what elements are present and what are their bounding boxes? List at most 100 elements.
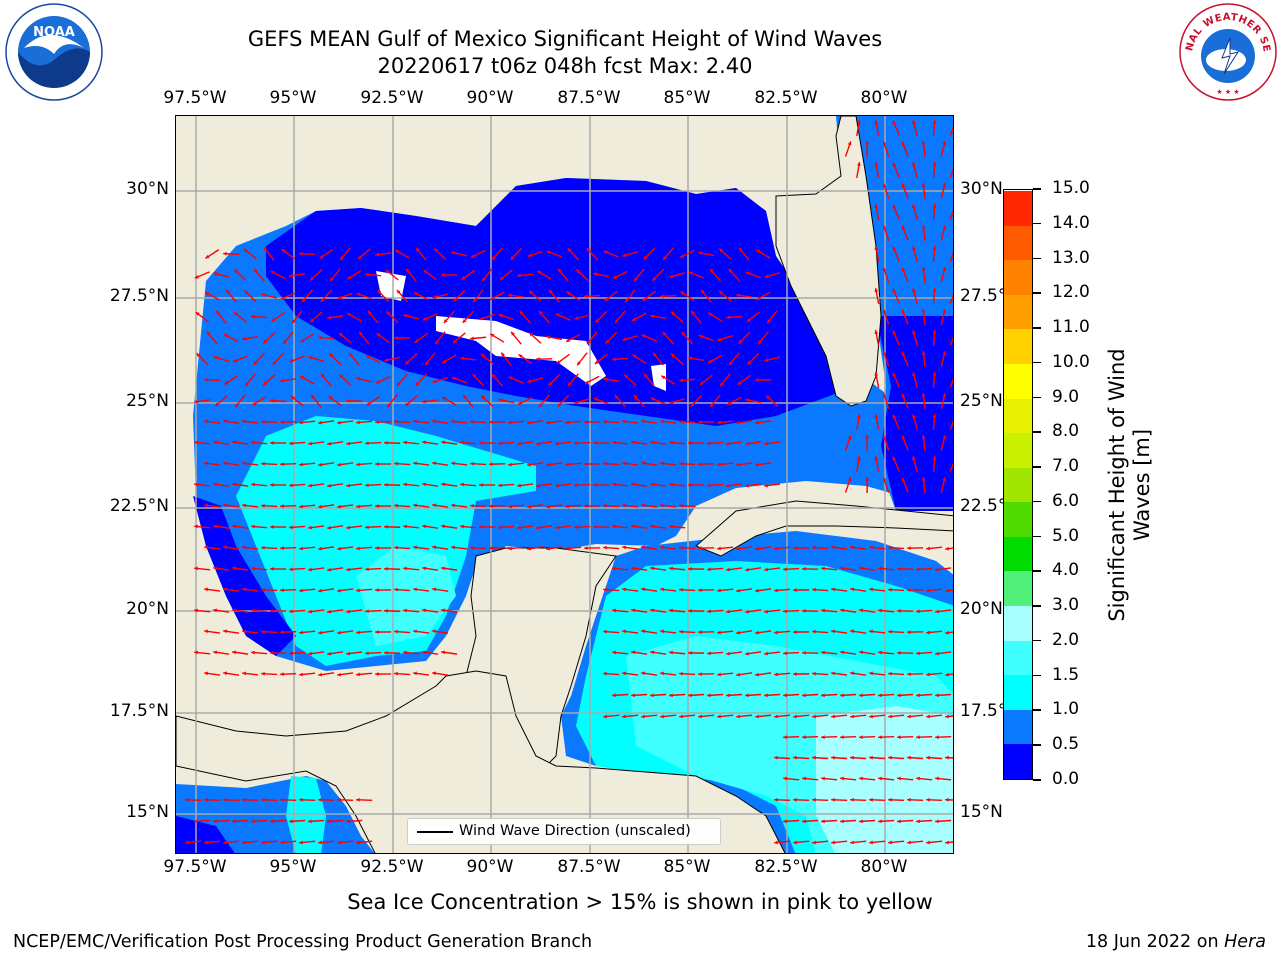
wave-arrow bbox=[489, 462, 506, 467]
colorbar-segment bbox=[1004, 294, 1032, 330]
wave-arrow bbox=[736, 588, 753, 593]
colorbar-tick-label: 2.0 bbox=[1052, 629, 1080, 650]
wave-arrow bbox=[949, 417, 953, 430]
lon-label-top: 85°W bbox=[663, 88, 711, 108]
wave-arrow bbox=[346, 567, 363, 572]
wave-arrow bbox=[679, 249, 695, 259]
wave-arrow bbox=[707, 567, 724, 572]
wave-arrow bbox=[641, 545, 658, 550]
wave-arrow bbox=[593, 272, 610, 278]
wave-arrow bbox=[346, 270, 362, 280]
map-frame bbox=[175, 115, 954, 854]
wave-arrow bbox=[251, 819, 268, 824]
wave-arrow bbox=[892, 414, 900, 430]
wave-arrow bbox=[604, 290, 618, 302]
wave-arrow bbox=[536, 483, 553, 488]
nws-logo-icon: NATIONAL WEATHER SERVICE ★ ★ ★ bbox=[1178, 2, 1277, 101]
wave-arrow bbox=[213, 819, 230, 824]
wave-arrow bbox=[242, 671, 259, 676]
colorbar-tick-label: 12.0 bbox=[1052, 282, 1090, 303]
wave-arrow bbox=[384, 356, 401, 362]
wave-arrow bbox=[470, 419, 487, 424]
wave-arrow bbox=[491, 373, 503, 387]
wave-arrow bbox=[698, 334, 714, 342]
wave-arrow bbox=[261, 671, 278, 676]
wave-arrow bbox=[470, 545, 487, 550]
wave-arrow bbox=[242, 587, 259, 592]
wave-arrow bbox=[289, 441, 306, 446]
wave-arrow bbox=[745, 567, 762, 572]
wave-arrow bbox=[631, 312, 647, 322]
wave-arrow bbox=[698, 462, 715, 467]
wave-arrow bbox=[935, 819, 952, 824]
wave-arrow bbox=[945, 672, 953, 677]
wave-arrow bbox=[508, 420, 525, 425]
wave-arrow bbox=[859, 608, 876, 613]
wave-arrow bbox=[874, 246, 880, 262]
wave-arrow bbox=[812, 545, 829, 550]
wave-arrow bbox=[508, 504, 525, 509]
wave-arrow bbox=[783, 567, 800, 572]
colorbar-tick-label: 9.0 bbox=[1052, 386, 1080, 407]
wave-arrow bbox=[660, 419, 677, 424]
wave-arrow bbox=[413, 292, 429, 300]
colorbar bbox=[1003, 189, 1033, 780]
wave-arrow bbox=[844, 141, 852, 157]
wave-arrow bbox=[223, 671, 240, 676]
wave-arrow bbox=[517, 396, 533, 406]
wave-arrow bbox=[527, 420, 544, 425]
lat-label-left: 30°N bbox=[126, 179, 169, 199]
colorbar-tick-label: 15.0 bbox=[1052, 178, 1090, 198]
wave-arrow bbox=[204, 545, 221, 550]
wave-arrow bbox=[726, 315, 743, 320]
colorbar-tick bbox=[1033, 779, 1041, 781]
wave-arrow bbox=[736, 672, 753, 677]
wave-arrow bbox=[736, 293, 753, 298]
wave-arrow bbox=[289, 819, 306, 824]
wave-arrow bbox=[289, 609, 306, 614]
wave-arrow bbox=[386, 394, 398, 408]
wave-arrow bbox=[700, 289, 712, 303]
wave-arrow bbox=[766, 310, 778, 324]
wave-arrow bbox=[774, 588, 791, 593]
wave-arrow bbox=[309, 311, 323, 323]
wave-arrow bbox=[945, 546, 953, 551]
wave-arrow bbox=[460, 356, 477, 361]
wave-arrow bbox=[280, 462, 297, 467]
colorbar-tick bbox=[1033, 570, 1041, 572]
wave-arrow bbox=[882, 393, 890, 409]
wave-arrow bbox=[882, 351, 890, 367]
wave-arrow bbox=[586, 331, 598, 345]
wave-arrow bbox=[859, 776, 876, 781]
wave-arrow bbox=[318, 546, 335, 551]
wave-arrow bbox=[441, 273, 458, 277]
wave-arrow bbox=[728, 352, 740, 366]
wave-arrow bbox=[262, 374, 276, 386]
wave-arrow bbox=[718, 290, 732, 302]
wave-arrow bbox=[774, 714, 791, 719]
wave-arrow bbox=[232, 566, 249, 571]
wave-arrow bbox=[233, 311, 247, 323]
wave-arrow bbox=[650, 314, 667, 319]
wave-arrow bbox=[921, 308, 926, 326]
wave-arrow bbox=[892, 162, 900, 178]
wave-arrow bbox=[584, 375, 600, 385]
wave-arrow bbox=[527, 250, 543, 258]
wave-arrow bbox=[688, 483, 705, 487]
wave-arrow bbox=[840, 735, 857, 740]
wave-arrow bbox=[746, 311, 760, 323]
wave-arrow bbox=[365, 483, 382, 488]
wave-arrow bbox=[223, 587, 240, 592]
wave-arrow bbox=[940, 435, 947, 451]
wave-arrow bbox=[223, 251, 240, 256]
wave-arrow bbox=[451, 419, 468, 424]
wave-arrow bbox=[204, 461, 221, 466]
wave-arrow bbox=[840, 650, 857, 655]
wave-arrow bbox=[384, 524, 401, 529]
wave-arrow bbox=[662, 331, 674, 345]
wave-arrow bbox=[489, 291, 505, 301]
wave-arrow bbox=[755, 462, 772, 467]
wave-arrow bbox=[643, 373, 655, 387]
wave-arrow bbox=[912, 414, 918, 430]
wave-arrow bbox=[669, 566, 686, 571]
